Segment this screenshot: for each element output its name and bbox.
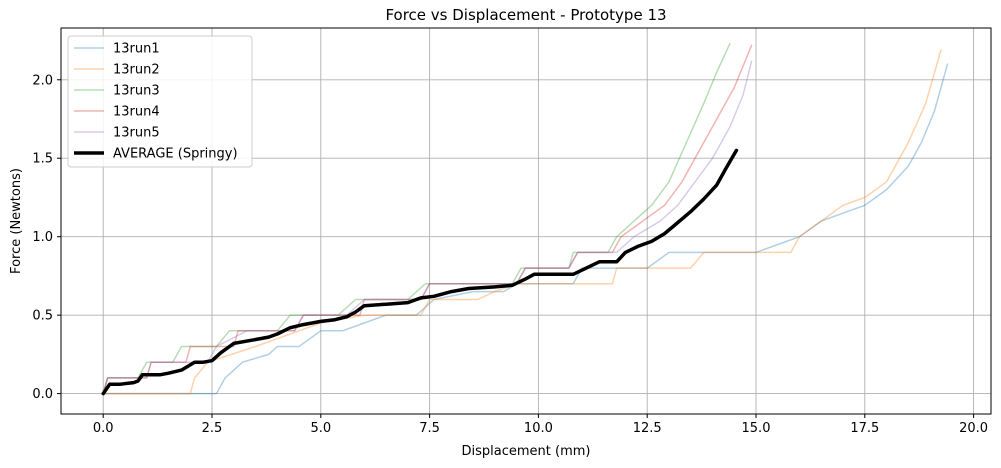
y-tick-label: 0.0 <box>32 387 53 402</box>
x-tick-label: 0.0 <box>93 421 114 436</box>
x-tick-label: 20.0 <box>959 421 988 436</box>
x-tick-label: 10.0 <box>524 421 553 436</box>
series-layer <box>101 42 949 396</box>
y-tick-label: 1.0 <box>32 230 53 245</box>
x-tick-label: 7.5 <box>419 421 440 436</box>
series-line-3 <box>102 42 731 395</box>
legend-entry: AVERAGE (Springy) <box>113 147 238 162</box>
x-tick-label: 2.5 <box>202 421 223 436</box>
x-tick-label: 15.0 <box>742 421 771 436</box>
y-axis-label: Force (Newtons) <box>9 168 24 274</box>
legend-entry: 13run1 <box>113 42 160 57</box>
legend-entry: 13run4 <box>113 105 160 120</box>
y-tick-label: 1.5 <box>32 152 53 167</box>
y-tick-label: 2.0 <box>32 73 53 88</box>
legend: 13run1 13run2 13run3 13run4 13run5 AVERAGE (S… <box>67 35 253 168</box>
series-line-6 <box>101 148 739 396</box>
plot-area-frame <box>60 27 992 415</box>
chart-title: Force vs Displacement - Prototype 13 <box>385 6 666 24</box>
y-axis-ticks: 0.0 0.5 1.0 1.5 2.0 <box>32 73 61 402</box>
x-tick-label: 12.5 <box>633 421 662 436</box>
x-tick-label: 5.0 <box>310 421 331 436</box>
legend-entry: 13run3 <box>113 84 160 99</box>
series-line-4 <box>102 44 753 395</box>
x-axis-ticks: 0.0 2.5 5.0 7.5 10.0 12.5 15.0 17.5 20.0 <box>93 414 988 436</box>
x-axis-label: Displacement (mm) <box>462 444 591 459</box>
y-tick-label: 0.5 <box>32 309 53 324</box>
series-line-1 <box>102 63 949 395</box>
legend-entry: 13run2 <box>113 63 160 78</box>
x-tick-label: 17.5 <box>850 421 879 436</box>
legend-box <box>67 35 253 168</box>
legend-entry: 13run5 <box>113 126 160 141</box>
